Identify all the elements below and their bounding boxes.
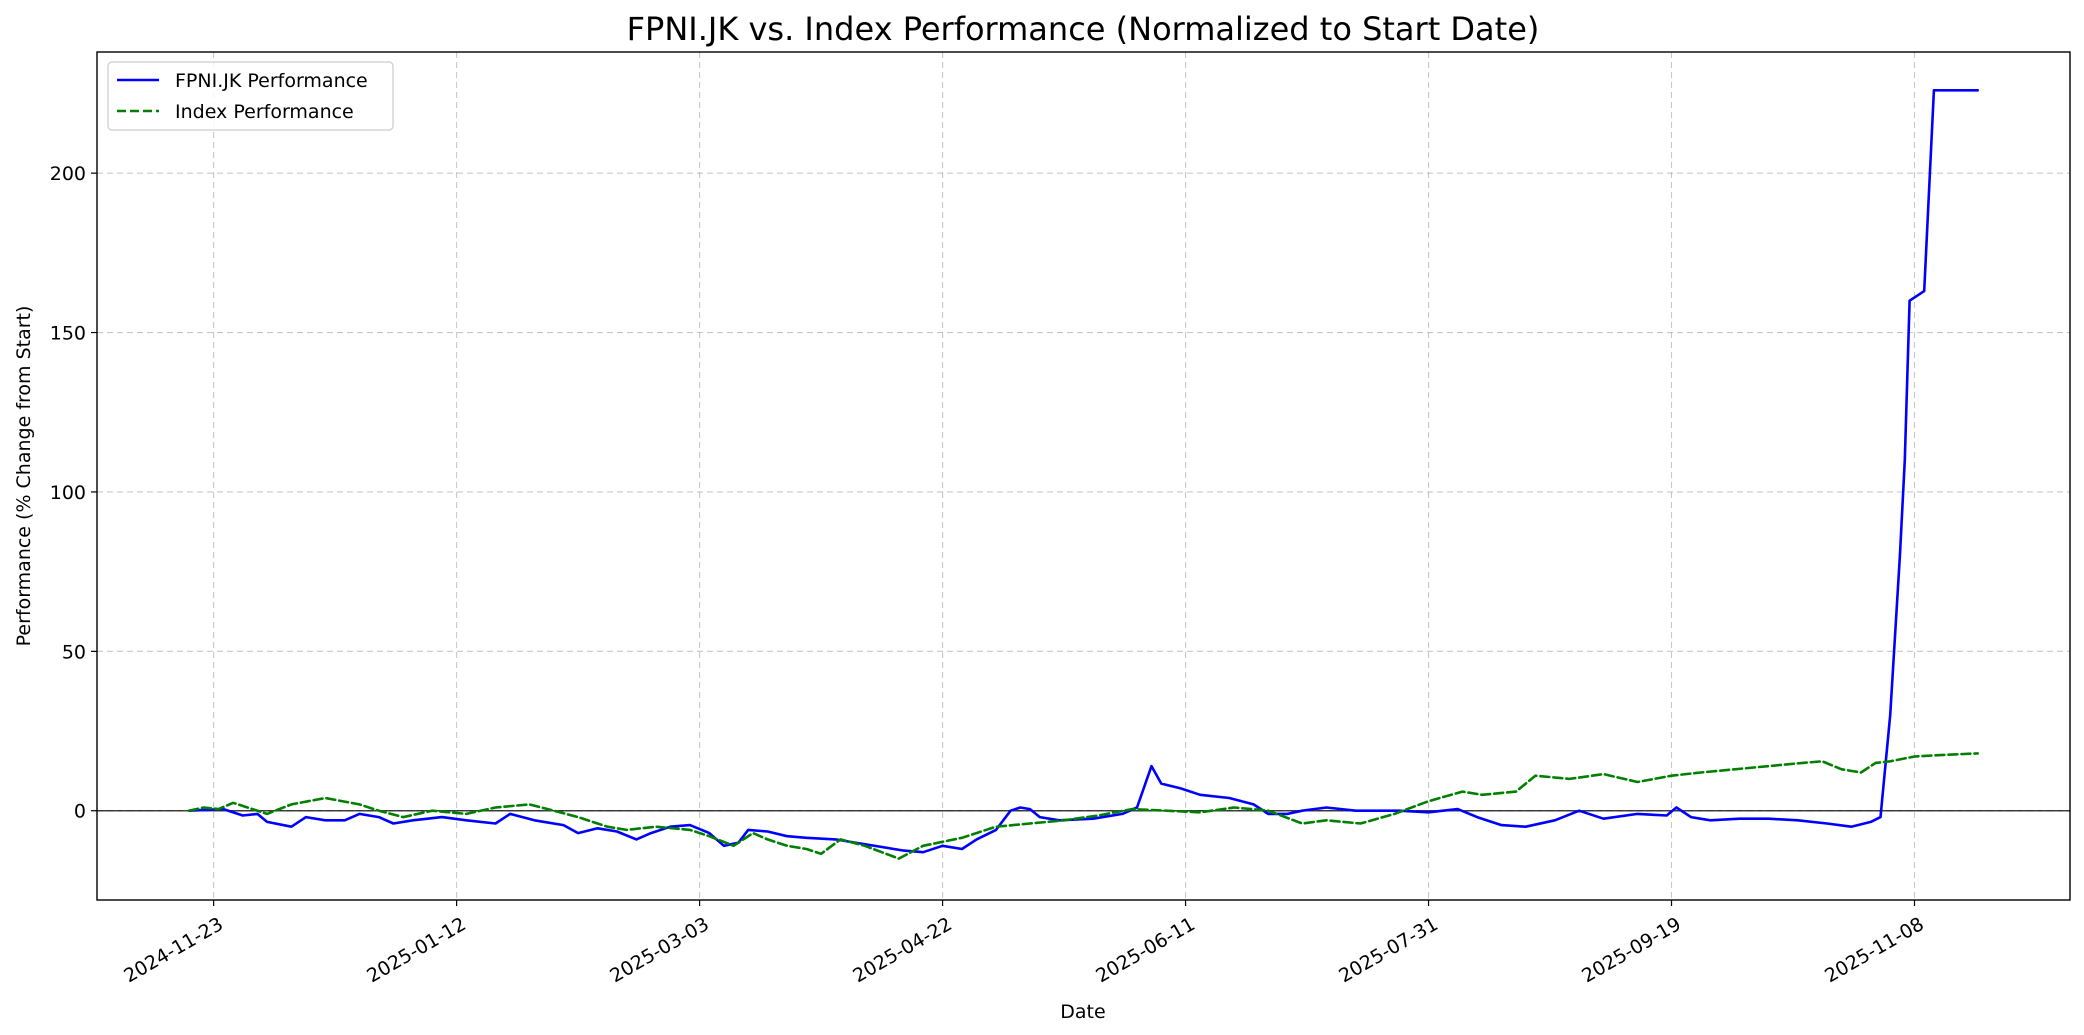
y-axis-label: Performance (% Change from Start) [13, 306, 35, 647]
x-axis-label: Date [1060, 1001, 1105, 1023]
plot-frame [96, 51, 2071, 901]
plot-area [97, 52, 2070, 900]
series-layer [188, 89, 1979, 860]
chart-title: FPNI.JK vs. Index Performance (Normalize… [627, 10, 1540, 48]
y-axis: 0 50 100 150 200 [50, 163, 97, 823]
series-line-fpni-jk-performance [188, 89, 1979, 854]
series-line-index-performance [188, 752, 1979, 860]
y-tick-label: 50 [62, 641, 86, 663]
legend-label-fpni: FPNI.JK Performance [175, 70, 368, 92]
y-tick-label: 100 [50, 482, 86, 504]
y-tick-label: 200 [50, 163, 86, 185]
legend: FPNI.JK Performance Index Performance [107, 61, 394, 131]
y-tick-label: 150 [50, 323, 86, 345]
legend-box [107, 61, 394, 131]
legend-label-index: Index Performance [175, 101, 354, 123]
y-tick-label: 0 [74, 801, 86, 823]
